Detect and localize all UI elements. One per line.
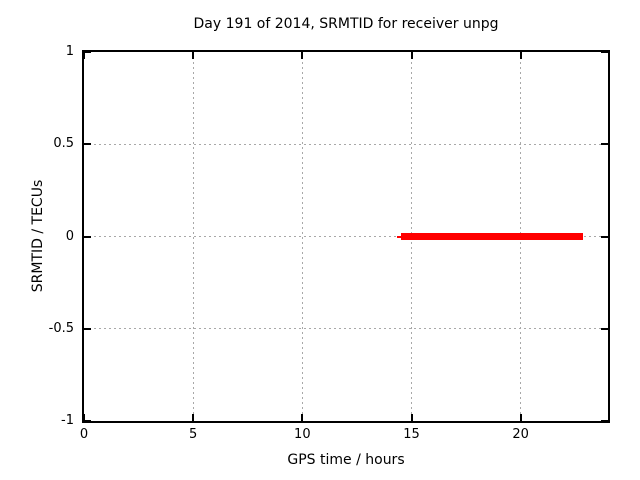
y-gridline xyxy=(84,143,608,145)
x-tick-top xyxy=(301,52,304,59)
x-tick-bottom xyxy=(83,414,85,421)
x-axis-label: GPS time / hours xyxy=(287,452,405,468)
y-tick-right xyxy=(601,143,608,146)
series-line-segment xyxy=(400,233,583,240)
x-tick-bottom xyxy=(192,414,195,421)
x-tick-top xyxy=(519,52,522,59)
x-tick-label: 0 xyxy=(79,427,89,442)
x-tick-bottom xyxy=(410,414,413,421)
x-tick-bottom xyxy=(301,414,304,421)
y-tick-right xyxy=(601,51,608,53)
x-tick-top xyxy=(192,52,195,59)
plot-area xyxy=(82,50,610,423)
y-tick-right xyxy=(601,327,608,330)
y-tick-label: 0.5 xyxy=(53,136,74,152)
y-tick-left xyxy=(84,143,91,146)
y-tick-left xyxy=(84,327,91,330)
y-tick-label: -1 xyxy=(61,413,74,428)
y-gridline xyxy=(84,328,608,330)
x-tick-top xyxy=(410,52,413,59)
x-tick-label: 15 xyxy=(403,427,420,442)
chart-title: Day 191 of 2014, SRMTID for receiver unp… xyxy=(193,16,499,32)
y-tick-left xyxy=(84,235,91,238)
y-tick-left xyxy=(84,51,91,53)
y-tick-right xyxy=(601,235,608,238)
y-tick-label: 0 xyxy=(65,228,74,244)
y-gridline xyxy=(84,236,608,237)
x-tick-label: 5 xyxy=(189,427,198,442)
x-tick-label: 10 xyxy=(294,427,311,442)
series-line-segment xyxy=(396,235,402,238)
x-tick-label: 20 xyxy=(512,427,529,442)
x-tick-top xyxy=(83,52,85,59)
y-tick-left xyxy=(84,420,91,422)
y-tick-label: 1 xyxy=(65,44,74,59)
x-tick-bottom xyxy=(519,414,522,421)
y-tick-right xyxy=(601,420,608,422)
y-tick-label: -0.5 xyxy=(48,320,74,336)
